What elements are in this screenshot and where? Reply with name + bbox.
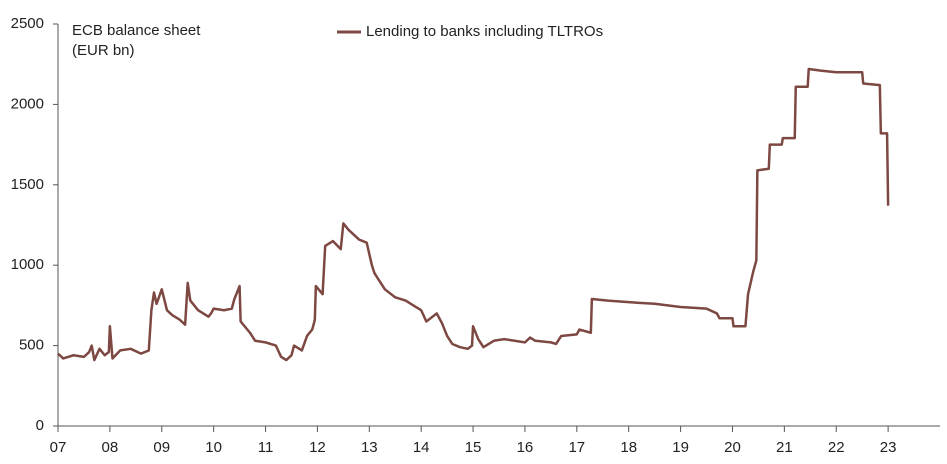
y-tick-label: 1000 [11,256,44,273]
data-line [57,67,890,362]
y-tick-label: 0 [36,417,44,434]
x-tick-label: 10 [205,439,222,456]
x-tick-label: 16 [517,439,534,456]
x-tick-label: 13 [361,439,378,456]
legend: Lending to banks including TLTROs [337,23,603,40]
x-tick-label: 17 [568,439,585,456]
x-tick-label: 15 [465,439,482,456]
y-tick-label: 2000 [11,95,44,112]
y-tick-label: 2500 [11,15,44,32]
chart-title: ECB balance sheet [72,22,201,39]
x-tick-label: 18 [620,439,637,456]
x-tick-label: 08 [102,439,119,456]
legend-label: Lending to banks including TLTROs [366,23,603,40]
y-tick-label: 500 [19,337,44,354]
x-tick-label: 09 [153,439,170,456]
x-tick-label: 21 [776,439,793,456]
x-tick-label: 22 [828,439,845,456]
x-tick-label: 14 [413,439,430,456]
x-tick-label: 11 [258,439,274,456]
x-tick-label: 07 [50,439,67,456]
x-tick-label: 19 [672,439,689,456]
chart-subtitle: (EUR bn) [72,42,135,59]
x-tick-label: 23 [880,439,897,456]
x-tick-label: 12 [309,439,326,456]
y-tick-label: 1500 [11,176,44,193]
x-tick-label: 20 [724,439,741,456]
